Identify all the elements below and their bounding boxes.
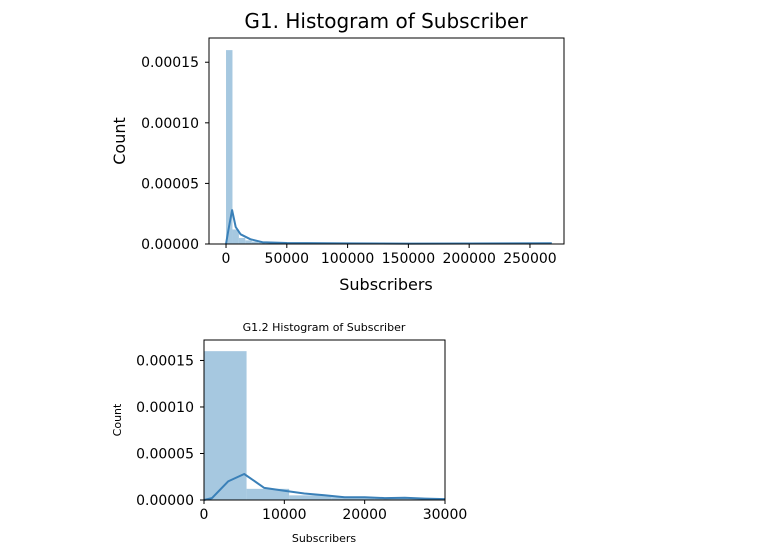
chart-2-y-axis-label: Count (111, 403, 124, 436)
histogram-bar-4 (251, 241, 259, 244)
chart-2-x-axis-label: Subscribers (292, 532, 357, 545)
chart-1: G1. Histogram of Subscriber 0 50000 100000… (110, 9, 565, 294)
x-tick-label: 0 (200, 507, 209, 523)
histogram-bar-1 (246, 488, 290, 500)
histogram-bar-2 (289, 495, 332, 500)
x-tick-label: 0 (222, 251, 231, 267)
chart-2-y-ticks: 0.00000 0.00005 0.00010 0.00015 (136, 353, 204, 509)
histogram-bar-0 (226, 50, 233, 244)
x-tick-label: 200000 (442, 251, 495, 267)
x-tick-label: 150000 (382, 251, 435, 267)
chart-1-y-ticks: 0.00000 0.00005 0.00010 0.00015 (141, 55, 209, 253)
chart-1-title: G1. Histogram of Subscriber (244, 9, 528, 33)
chart-2-kde (203, 473, 446, 501)
chart-1-marks (226, 50, 265, 244)
y-tick-label: 0.00000 (136, 493, 194, 509)
chart-1-x-axis-label: Subscribers (339, 275, 433, 294)
histogram-bar-5 (258, 242, 265, 244)
x-tick-label: 100000 (321, 251, 374, 267)
histogram-bar-2 (238, 237, 246, 244)
y-tick-label: 0.00000 (141, 237, 199, 253)
x-tick-label: 50000 (265, 251, 310, 267)
histogram-bar-3 (331, 497, 375, 500)
chart-2: G1.2 Histogram of Subscriber 0 10000 20000… (111, 321, 467, 545)
kde-line (225, 209, 552, 245)
histogram-bar-0 (204, 351, 247, 500)
chart-2-marks (204, 351, 445, 500)
chart-1-y-axis-label: Count (110, 117, 129, 165)
histogram-bar-4 (374, 498, 417, 500)
y-tick-label: 0.00015 (141, 55, 199, 71)
y-tick-label: 0.00010 (141, 116, 199, 132)
chart-1-x-ticks: 0 50000 100000 150000 200000 250000 (222, 244, 557, 267)
chart-2-plot-frame (203, 339, 446, 501)
y-tick-label: 0.00005 (136, 446, 194, 462)
chart-1-kde (225, 209, 552, 245)
chart-1-plot-frame (208, 37, 565, 245)
kde-line (203, 473, 446, 501)
chart-2-title: G1.2 Histogram of Subscriber (243, 321, 406, 334)
x-tick-label: 250000 (503, 251, 556, 267)
x-tick-label: 30000 (423, 507, 468, 523)
x-tick-label: 20000 (342, 507, 387, 523)
y-tick-label: 0.00015 (136, 353, 194, 369)
chart-2-x-ticks: 0 10000 20000 30000 (200, 500, 468, 523)
x-tick-label: 10000 (262, 507, 307, 523)
histogram-bar-3 (245, 240, 252, 244)
y-tick-label: 0.00005 (141, 176, 199, 192)
y-tick-label: 0.00010 (136, 400, 194, 416)
histogram-bar-1 (232, 229, 239, 244)
